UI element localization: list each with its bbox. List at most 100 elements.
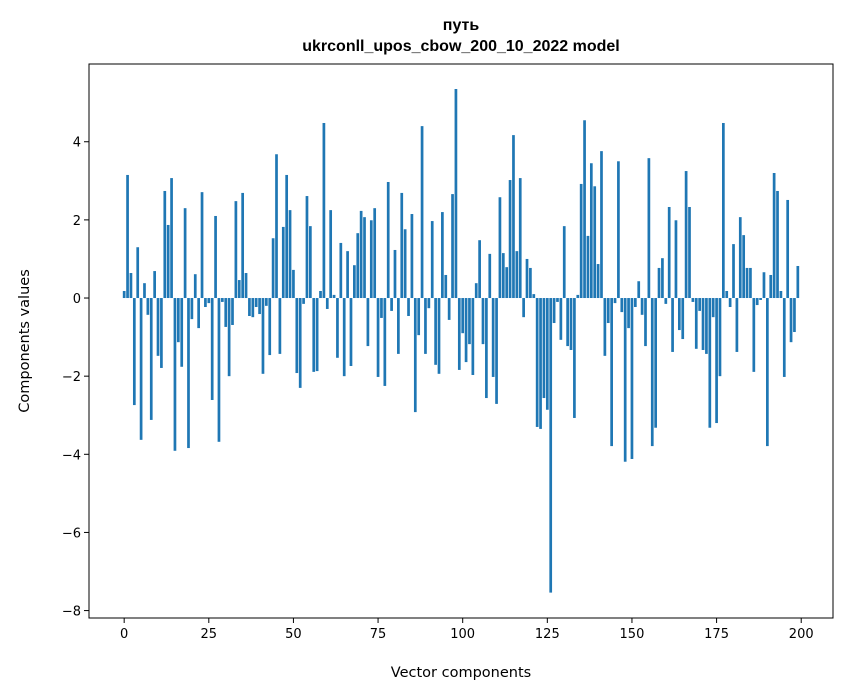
bar-140 (596, 264, 600, 299)
bar-24 (204, 298, 207, 308)
x-tick-label: 50 (285, 627, 302, 642)
bar-111 (498, 197, 502, 299)
bar-66 (346, 251, 349, 299)
bar-134 (576, 294, 580, 299)
bar-197 (789, 298, 793, 343)
bar-35 (241, 192, 245, 299)
bar-166 (684, 171, 688, 299)
bar-69 (356, 233, 360, 299)
bar-185 (749, 267, 752, 299)
bar-130 (562, 226, 566, 299)
bar-68 (353, 265, 356, 299)
bar-135 (579, 183, 583, 299)
bar-53 (302, 298, 305, 304)
plot-frame (88, 63, 834, 619)
x-tick-label: 100 (450, 627, 475, 642)
bar-48 (285, 174, 289, 299)
bar-37 (248, 298, 251, 316)
bar-147 (620, 298, 624, 313)
bar-126 (549, 298, 553, 593)
bar-110 (495, 298, 498, 404)
bar-176 (718, 298, 722, 377)
bar-65 (342, 298, 346, 377)
bar-181 (735, 298, 739, 352)
bar-75 (376, 298, 380, 377)
bar-72 (366, 298, 370, 347)
bar-97 (451, 194, 454, 299)
bar-184 (745, 267, 749, 299)
bar-103 (471, 298, 475, 375)
bar-19 (187, 298, 190, 449)
bar-58 (319, 290, 322, 299)
bar-17 (180, 298, 184, 367)
bar-192 (772, 173, 776, 299)
bar-167 (688, 206, 691, 299)
bar-7 (146, 298, 150, 315)
x-tick-label: 175 (704, 627, 729, 642)
bar-46 (278, 298, 282, 354)
bar-118 (522, 298, 525, 318)
x-axis-ticks: 0 25 50 75 100 125 150 175 200 (120, 618, 814, 642)
bar-81 (397, 298, 400, 354)
bar-44 (271, 238, 275, 299)
bar-153 (640, 298, 644, 315)
y-tick-label: −6 (62, 526, 81, 541)
bar-15 (173, 298, 177, 451)
bar-113 (505, 267, 509, 299)
y-axis-ticks: −8 −6 −4 −2 0 2 4 (62, 136, 89, 620)
bar-70 (359, 210, 363, 299)
bar-33 (234, 201, 238, 299)
bar-141 (600, 151, 603, 299)
bar-61 (329, 210, 333, 299)
bar-85 (410, 214, 414, 299)
bar-28 (217, 298, 221, 442)
bar-55 (309, 226, 312, 299)
bar-183 (742, 235, 746, 299)
bar-62 (332, 294, 336, 299)
bar-51 (295, 298, 299, 374)
bar-60 (325, 298, 329, 309)
bar-90 (427, 298, 431, 309)
bar-170 (698, 298, 702, 311)
bar-18 (183, 208, 187, 299)
bar-133 (573, 298, 576, 418)
bar-102 (468, 298, 471, 345)
bar-131 (566, 298, 569, 347)
bar-165 (681, 298, 685, 340)
bar-138 (589, 163, 593, 299)
bar-34 (237, 280, 241, 299)
x-tick-label: 0 (120, 627, 128, 642)
bar-21 (193, 274, 197, 299)
bar-143 (606, 298, 610, 324)
bar-42 (264, 298, 268, 306)
bar-56 (312, 298, 316, 372)
bar-87 (417, 298, 421, 336)
bar-98 (454, 89, 458, 299)
bar-96 (447, 298, 451, 320)
bar-12 (163, 190, 167, 299)
bar-158 (657, 267, 661, 299)
bar-186 (752, 298, 756, 372)
bar-198 (793, 298, 796, 333)
bar-3 (132, 298, 136, 406)
bar-109 (491, 298, 495, 377)
bar-162 (671, 298, 674, 352)
bar-193 (776, 190, 779, 299)
bar-2 (129, 273, 133, 299)
bar-157 (654, 298, 658, 428)
bar-137 (586, 235, 590, 299)
bar-108 (488, 253, 492, 299)
bar-92 (434, 298, 437, 365)
bar-107 (485, 298, 488, 399)
bar-150 (630, 298, 634, 459)
bar-149 (627, 298, 630, 329)
bar-64 (339, 242, 343, 299)
bar-20 (190, 298, 194, 320)
bar-121 (532, 294, 536, 299)
bar-188 (759, 298, 762, 300)
x-tick-label: 150 (620, 627, 645, 642)
bar-191 (769, 274, 773, 299)
bar-6 (143, 283, 146, 299)
bar-82 (400, 192, 404, 299)
